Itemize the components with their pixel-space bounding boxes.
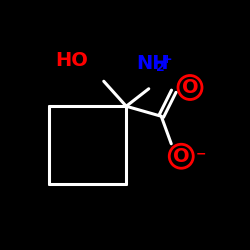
Text: 2: 2 — [156, 61, 165, 74]
Text: HO: HO — [55, 50, 88, 70]
Text: +: + — [161, 53, 172, 66]
Text: −: − — [196, 147, 206, 160]
Text: O: O — [182, 78, 198, 97]
Text: NH: NH — [136, 54, 169, 73]
Text: O: O — [173, 147, 190, 166]
